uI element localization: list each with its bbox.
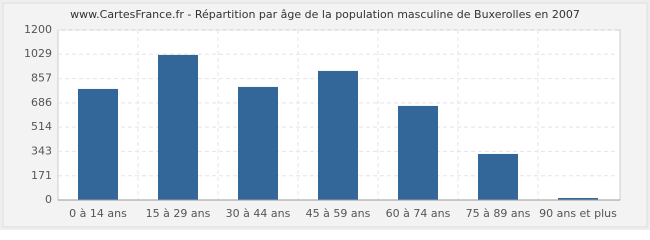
x-tick-label: 15 à 29 ans: [146, 207, 211, 220]
bar: [238, 86, 278, 200]
bar: [318, 70, 358, 200]
y-tick-label: 343: [31, 144, 52, 157]
y-tick-label: 171: [31, 169, 52, 182]
x-tick-label: 90 ans et plus: [539, 207, 617, 220]
y-tick-label: 857: [31, 72, 52, 85]
bar: [78, 88, 118, 200]
x-tick-label: 75 à 89 ans: [466, 207, 531, 220]
bar: [478, 153, 518, 200]
chart: www.CartesFrance.fr - Répartition par âg…: [0, 0, 650, 230]
x-tick-label: 30 à 44 ans: [226, 207, 291, 220]
y-tick-label: 1200: [24, 23, 52, 36]
y-tick-label: 514: [31, 120, 52, 133]
y-tick-label: 1029: [24, 47, 52, 60]
bar: [158, 54, 198, 200]
bar: [558, 198, 598, 200]
chart-title: www.CartesFrance.fr - Répartition par âg…: [70, 8, 580, 21]
x-tick-label: 45 à 59 ans: [306, 207, 371, 220]
x-tick-label: 0 à 14 ans: [69, 207, 127, 220]
y-tick-label: 686: [31, 96, 52, 109]
x-tick-label: 60 à 74 ans: [386, 207, 451, 220]
y-tick-label: 0: [45, 193, 52, 206]
bar: [398, 105, 438, 200]
